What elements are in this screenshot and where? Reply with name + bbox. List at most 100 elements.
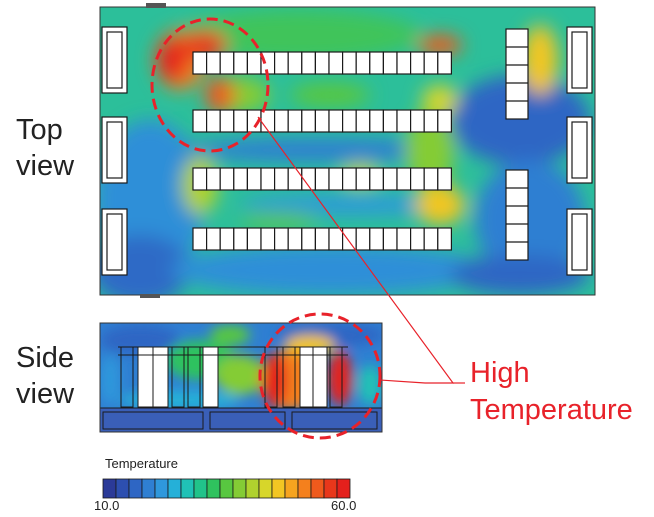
rack <box>437 109 452 133</box>
legend-swatch <box>271 478 286 499</box>
legend-swatch <box>232 478 247 499</box>
rack <box>410 227 425 251</box>
legend-min-label: 10.0 <box>94 498 120 513</box>
top-view-label: Top view <box>16 114 75 182</box>
legend-swatch <box>193 478 208 499</box>
rack <box>274 227 289 251</box>
rack <box>301 227 316 251</box>
top-view-heatmap <box>100 7 595 295</box>
rack <box>396 167 412 191</box>
rack <box>246 51 262 75</box>
annotation-temperature: Temperature <box>470 394 633 426</box>
rack <box>355 51 371 75</box>
rack <box>260 109 276 133</box>
rack <box>423 227 439 251</box>
rack <box>233 51 249 75</box>
rack <box>219 167 235 191</box>
rack <box>382 227 398 251</box>
rack <box>382 109 398 133</box>
rack <box>382 167 398 191</box>
legend-swatch <box>258 478 273 499</box>
rack <box>396 109 412 133</box>
legend-swatch <box>141 478 156 499</box>
rack <box>342 51 357 75</box>
rack <box>274 167 289 191</box>
rack <box>437 227 452 251</box>
legend-swatch <box>128 478 143 499</box>
rack <box>301 109 316 133</box>
rack <box>437 51 452 75</box>
rack <box>369 227 384 251</box>
legend-swatch <box>336 478 351 499</box>
rack <box>233 227 249 251</box>
annotation-high: High <box>470 357 530 389</box>
rack <box>423 51 439 75</box>
side-view-heatmap <box>100 323 382 432</box>
legend-title: Temperature <box>105 456 178 471</box>
legend-swatch <box>297 478 312 499</box>
side-view-label: Side view <box>16 342 75 410</box>
rack <box>328 227 344 251</box>
rack <box>423 167 439 191</box>
rack <box>206 167 221 191</box>
rack <box>260 227 276 251</box>
rack <box>260 167 276 191</box>
rack <box>287 51 303 75</box>
legend-swatch <box>154 478 169 499</box>
rack <box>328 51 344 75</box>
crac-units-left <box>101 26 128 276</box>
legend-swatch <box>219 478 234 499</box>
rack <box>219 227 235 251</box>
rack <box>192 227 208 251</box>
rack <box>410 109 425 133</box>
rack <box>342 109 357 133</box>
top-view-frame <box>99 6 596 296</box>
legend-swatch <box>102 478 117 499</box>
side-hotspot-circle <box>258 312 382 440</box>
rack <box>192 167 208 191</box>
legend-swatch <box>167 478 182 499</box>
rack <box>355 109 371 133</box>
rack <box>274 51 289 75</box>
rack <box>206 109 221 133</box>
rack <box>287 227 303 251</box>
rack <box>314 167 330 191</box>
legend-swatch <box>284 478 299 499</box>
rack <box>410 51 425 75</box>
rack <box>301 51 316 75</box>
right-units <box>505 28 529 261</box>
rack <box>219 109 235 133</box>
rack <box>246 167 262 191</box>
callout-lines <box>257 116 465 384</box>
legend-colorbar <box>102 478 351 499</box>
rack <box>410 167 425 191</box>
legend-swatch <box>323 478 338 499</box>
side-view-frame <box>99 322 383 433</box>
top-hotspot-circle <box>150 17 270 153</box>
rack <box>274 109 289 133</box>
legend-swatch <box>180 478 195 499</box>
rack <box>287 167 303 191</box>
rack <box>246 227 262 251</box>
rack-rows <box>192 51 452 251</box>
rack <box>192 51 208 75</box>
rack <box>342 227 357 251</box>
rack <box>314 109 330 133</box>
rack <box>206 51 221 75</box>
rack <box>206 227 221 251</box>
rack <box>233 167 249 191</box>
crac-units-right <box>566 26 593 276</box>
rack <box>423 109 439 133</box>
rack <box>355 167 371 191</box>
rack <box>328 109 344 133</box>
rack <box>287 109 303 133</box>
rack <box>396 227 412 251</box>
legend-swatch <box>115 478 130 499</box>
rack <box>314 51 330 75</box>
rack <box>314 227 330 251</box>
legend-max-label: 60.0 <box>331 498 357 513</box>
rack <box>369 109 384 133</box>
rack <box>396 51 412 75</box>
rack <box>437 167 452 191</box>
